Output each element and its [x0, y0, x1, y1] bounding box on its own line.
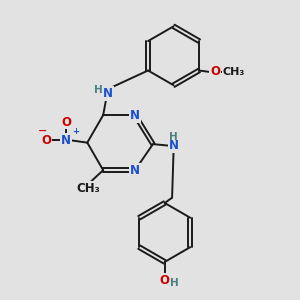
Text: CH₃: CH₃: [76, 182, 100, 195]
Text: O: O: [41, 134, 51, 147]
Text: −: −: [38, 126, 47, 136]
Text: +: +: [73, 127, 80, 136]
Text: N: N: [61, 134, 71, 147]
Text: N: N: [169, 139, 178, 152]
Text: H: H: [169, 132, 178, 142]
Text: O: O: [160, 274, 170, 286]
Text: H: H: [170, 278, 179, 287]
Text: O: O: [210, 65, 220, 79]
Text: N: N: [103, 87, 112, 101]
Text: H: H: [94, 85, 103, 95]
Text: N: N: [130, 164, 140, 177]
Text: O: O: [61, 116, 71, 128]
Text: N: N: [130, 109, 140, 122]
Text: CH₃: CH₃: [223, 67, 245, 77]
